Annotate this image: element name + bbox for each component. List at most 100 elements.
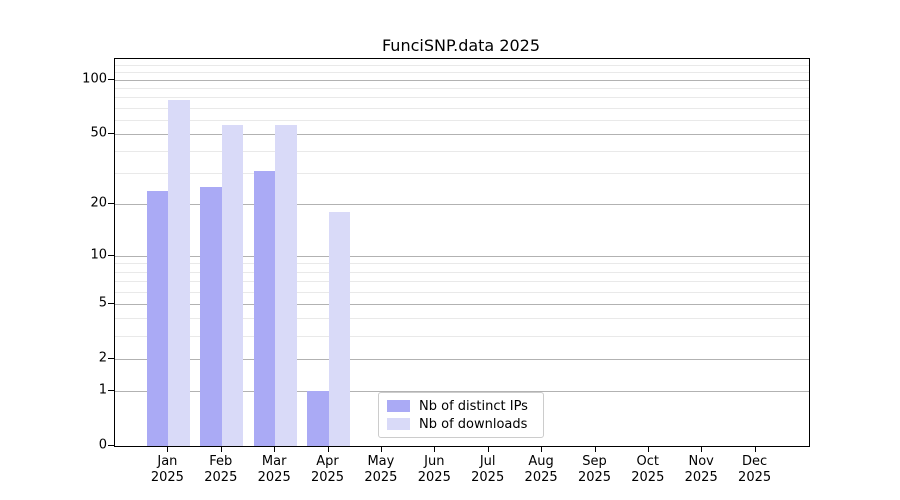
x-tick-year: 2025 <box>577 470 612 485</box>
x-tick-mark <box>487 446 489 452</box>
legend-swatch-distinct-ips <box>387 400 410 412</box>
major-gridline <box>115 79 809 81</box>
bar-ips-apr <box>307 391 329 446</box>
x-tick-label: Aug 2025 <box>501 454 581 486</box>
y-tick-label: 50 <box>90 125 107 141</box>
x-tick-year: 2025 <box>204 470 238 485</box>
y-tick-mark <box>108 254 114 256</box>
x-tick-year: 2025 <box>150 470 184 485</box>
y-tick-label: 0 <box>98 437 107 453</box>
legend-item-distinct-ips: Nb of distinct IPs <box>387 398 535 414</box>
x-tick-year: 2025 <box>631 470 665 485</box>
x-tick-label: Jan 2025 <box>127 454 207 486</box>
x-tick-mark <box>380 446 382 452</box>
minor-gridline <box>115 72 809 74</box>
minor-gridline <box>115 336 809 337</box>
legend-label-distinct-ips: Nb of distinct IPs <box>419 398 528 414</box>
minor-gridline <box>115 173 809 175</box>
minor-gridline <box>115 280 809 282</box>
minor-gridline <box>115 151 809 153</box>
minor-gridline <box>115 65 809 67</box>
y-tick-label: 5 <box>98 295 107 311</box>
x-tick-label: Oct 2025 <box>608 454 688 486</box>
chart-title: FunciSNP.data 2025 <box>381 36 541 55</box>
x-tick-year: 2025 <box>524 470 558 485</box>
x-tick-label: Dec 2025 <box>715 454 795 486</box>
legend-swatch-downloads <box>387 418 410 430</box>
x-tick-mark <box>541 446 543 452</box>
y-tick-mark <box>108 132 114 134</box>
major-gridline <box>115 391 809 392</box>
x-tick-mark <box>220 446 222 452</box>
legend-label-downloads: Nb of downloads <box>419 416 528 432</box>
x-tick-mark <box>754 446 756 452</box>
x-tick-mark <box>327 446 329 452</box>
x-tick-month: Dec <box>742 454 768 469</box>
x-tick-month: Apr <box>316 454 339 469</box>
y-tick-label: 100 <box>82 71 107 87</box>
x-tick-month: Jun <box>424 454 445 469</box>
x-tick-month: Feb <box>209 454 233 469</box>
x-tick-month: Sep <box>582 454 607 469</box>
bar-downloads-mar <box>275 125 297 446</box>
y-tick-label: 2 <box>98 350 107 366</box>
x-tick-mark <box>594 446 596 452</box>
x-tick-year: 2025 <box>257 470 291 485</box>
x-tick-month: Oct <box>636 454 660 469</box>
x-tick-month: Aug <box>528 454 554 469</box>
y-tick-label: 20 <box>90 195 107 211</box>
x-tick-label: Mar 2025 <box>234 454 314 486</box>
x-tick-month: Nov <box>688 454 714 469</box>
y-tick-mark <box>108 445 114 446</box>
major-gridline <box>115 303 809 305</box>
legend-item-downloads: Nb of downloads <box>387 416 535 432</box>
x-tick-year: 2025 <box>417 470 451 485</box>
x-tick-mark <box>701 446 703 452</box>
minor-gridline <box>115 107 809 109</box>
y-tick-label: 1 <box>98 382 107 398</box>
x-tick-label: Nov 2025 <box>661 454 741 486</box>
x-tick-year: 2025 <box>738 470 772 485</box>
y-tick-mark <box>108 390 114 391</box>
minor-gridline <box>115 271 809 273</box>
minor-gridline <box>115 318 809 320</box>
y-tick-label: 10 <box>90 247 107 263</box>
x-tick-month: Mar <box>261 454 287 469</box>
bar-ips-jan <box>147 190 169 446</box>
y-tick-mark <box>108 357 114 359</box>
bar-downloads-jan <box>168 100 190 446</box>
x-tick-label: Sep 2025 <box>555 454 635 486</box>
x-tick-month: Jul <box>479 454 496 469</box>
major-gridline <box>115 255 809 257</box>
major-gridline <box>115 133 809 135</box>
x-tick-label: May 2025 <box>341 454 421 486</box>
y-tick-mark <box>108 78 114 80</box>
x-tick-mark <box>167 446 169 452</box>
x-tick-mark <box>434 446 436 452</box>
major-gridline <box>115 358 809 360</box>
bar-downloads-apr <box>328 212 350 446</box>
legend: Nb of distinct IPs Nb of downloads <box>378 392 544 438</box>
x-tick-label: Jul 2025 <box>448 454 528 486</box>
x-tick-label: Jun 2025 <box>394 454 474 486</box>
x-tick-mark <box>647 446 649 452</box>
plot-area <box>114 58 810 447</box>
bar-downloads-feb <box>221 125 244 446</box>
minor-gridline <box>115 97 809 99</box>
x-tick-year: 2025 <box>310 470 345 485</box>
x-tick-month: May <box>367 454 395 469</box>
bar-ips-feb <box>200 187 222 446</box>
minor-gridline <box>115 119 809 121</box>
x-tick-month: Jan <box>157 454 178 469</box>
major-gridline <box>115 204 809 206</box>
x-tick-year: 2025 <box>684 470 718 485</box>
x-tick-year: 2025 <box>364 470 398 485</box>
x-tick-label: Apr 2025 <box>288 454 368 486</box>
bar-ips-mar <box>253 170 276 446</box>
x-tick-year: 2025 <box>471 470 505 485</box>
minor-gridline <box>115 87 809 89</box>
minor-gridline <box>115 291 809 293</box>
x-tick-mark <box>274 446 276 452</box>
y-tick-mark <box>108 302 114 304</box>
